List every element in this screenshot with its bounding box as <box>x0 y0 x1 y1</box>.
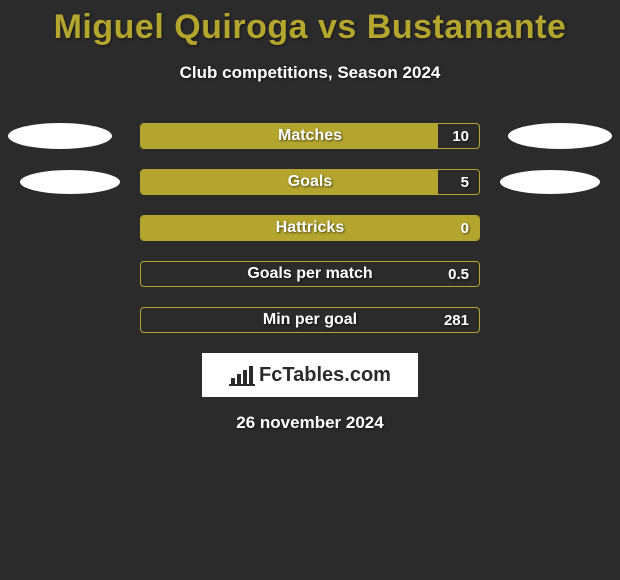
stat-row: Goals per match 0.5 <box>0 261 620 287</box>
stat-row: Matches 10 <box>0 123 620 149</box>
stat-value: 281 <box>444 312 469 329</box>
left-player-marker <box>8 123 112 149</box>
stat-label: Min per goal <box>141 311 479 329</box>
snapshot-date: 26 november 2024 <box>0 413 620 433</box>
stat-value: 5 <box>461 174 469 191</box>
stat-row: Goals 5 <box>0 169 620 195</box>
stat-row: Hattricks 0 <box>0 215 620 241</box>
stat-value: 10 <box>452 128 469 145</box>
stat-bar: Min per goal 281 <box>140 307 480 333</box>
stat-bar: Goals 5 <box>140 169 480 195</box>
stat-bar: Hattricks 0 <box>140 215 480 241</box>
stat-bar-fill <box>141 170 438 194</box>
stat-value: 0.5 <box>448 266 469 283</box>
site-logo-text: FcTables.com <box>259 364 391 387</box>
stat-bar-fill <box>141 124 438 148</box>
comparison-subtitle: Club competitions, Season 2024 <box>0 63 620 83</box>
stat-rows: Matches 10 Goals 5 Hattricks 0 Goals per… <box>0 123 620 333</box>
stat-bar: Goals per match 0.5 <box>140 261 480 287</box>
stat-bar: Matches 10 <box>140 123 480 149</box>
right-player-marker <box>500 170 600 194</box>
bar-chart-icon <box>229 364 255 386</box>
site-logo[interactable]: FcTables.com <box>202 353 418 397</box>
stat-row: Min per goal 281 <box>0 307 620 333</box>
stat-bar-fill <box>141 216 479 240</box>
comparison-title: Miguel Quiroga vs Bustamante <box>0 0 620 47</box>
left-player-marker <box>20 170 120 194</box>
right-player-marker <box>508 123 612 149</box>
stat-label: Goals per match <box>141 265 479 283</box>
